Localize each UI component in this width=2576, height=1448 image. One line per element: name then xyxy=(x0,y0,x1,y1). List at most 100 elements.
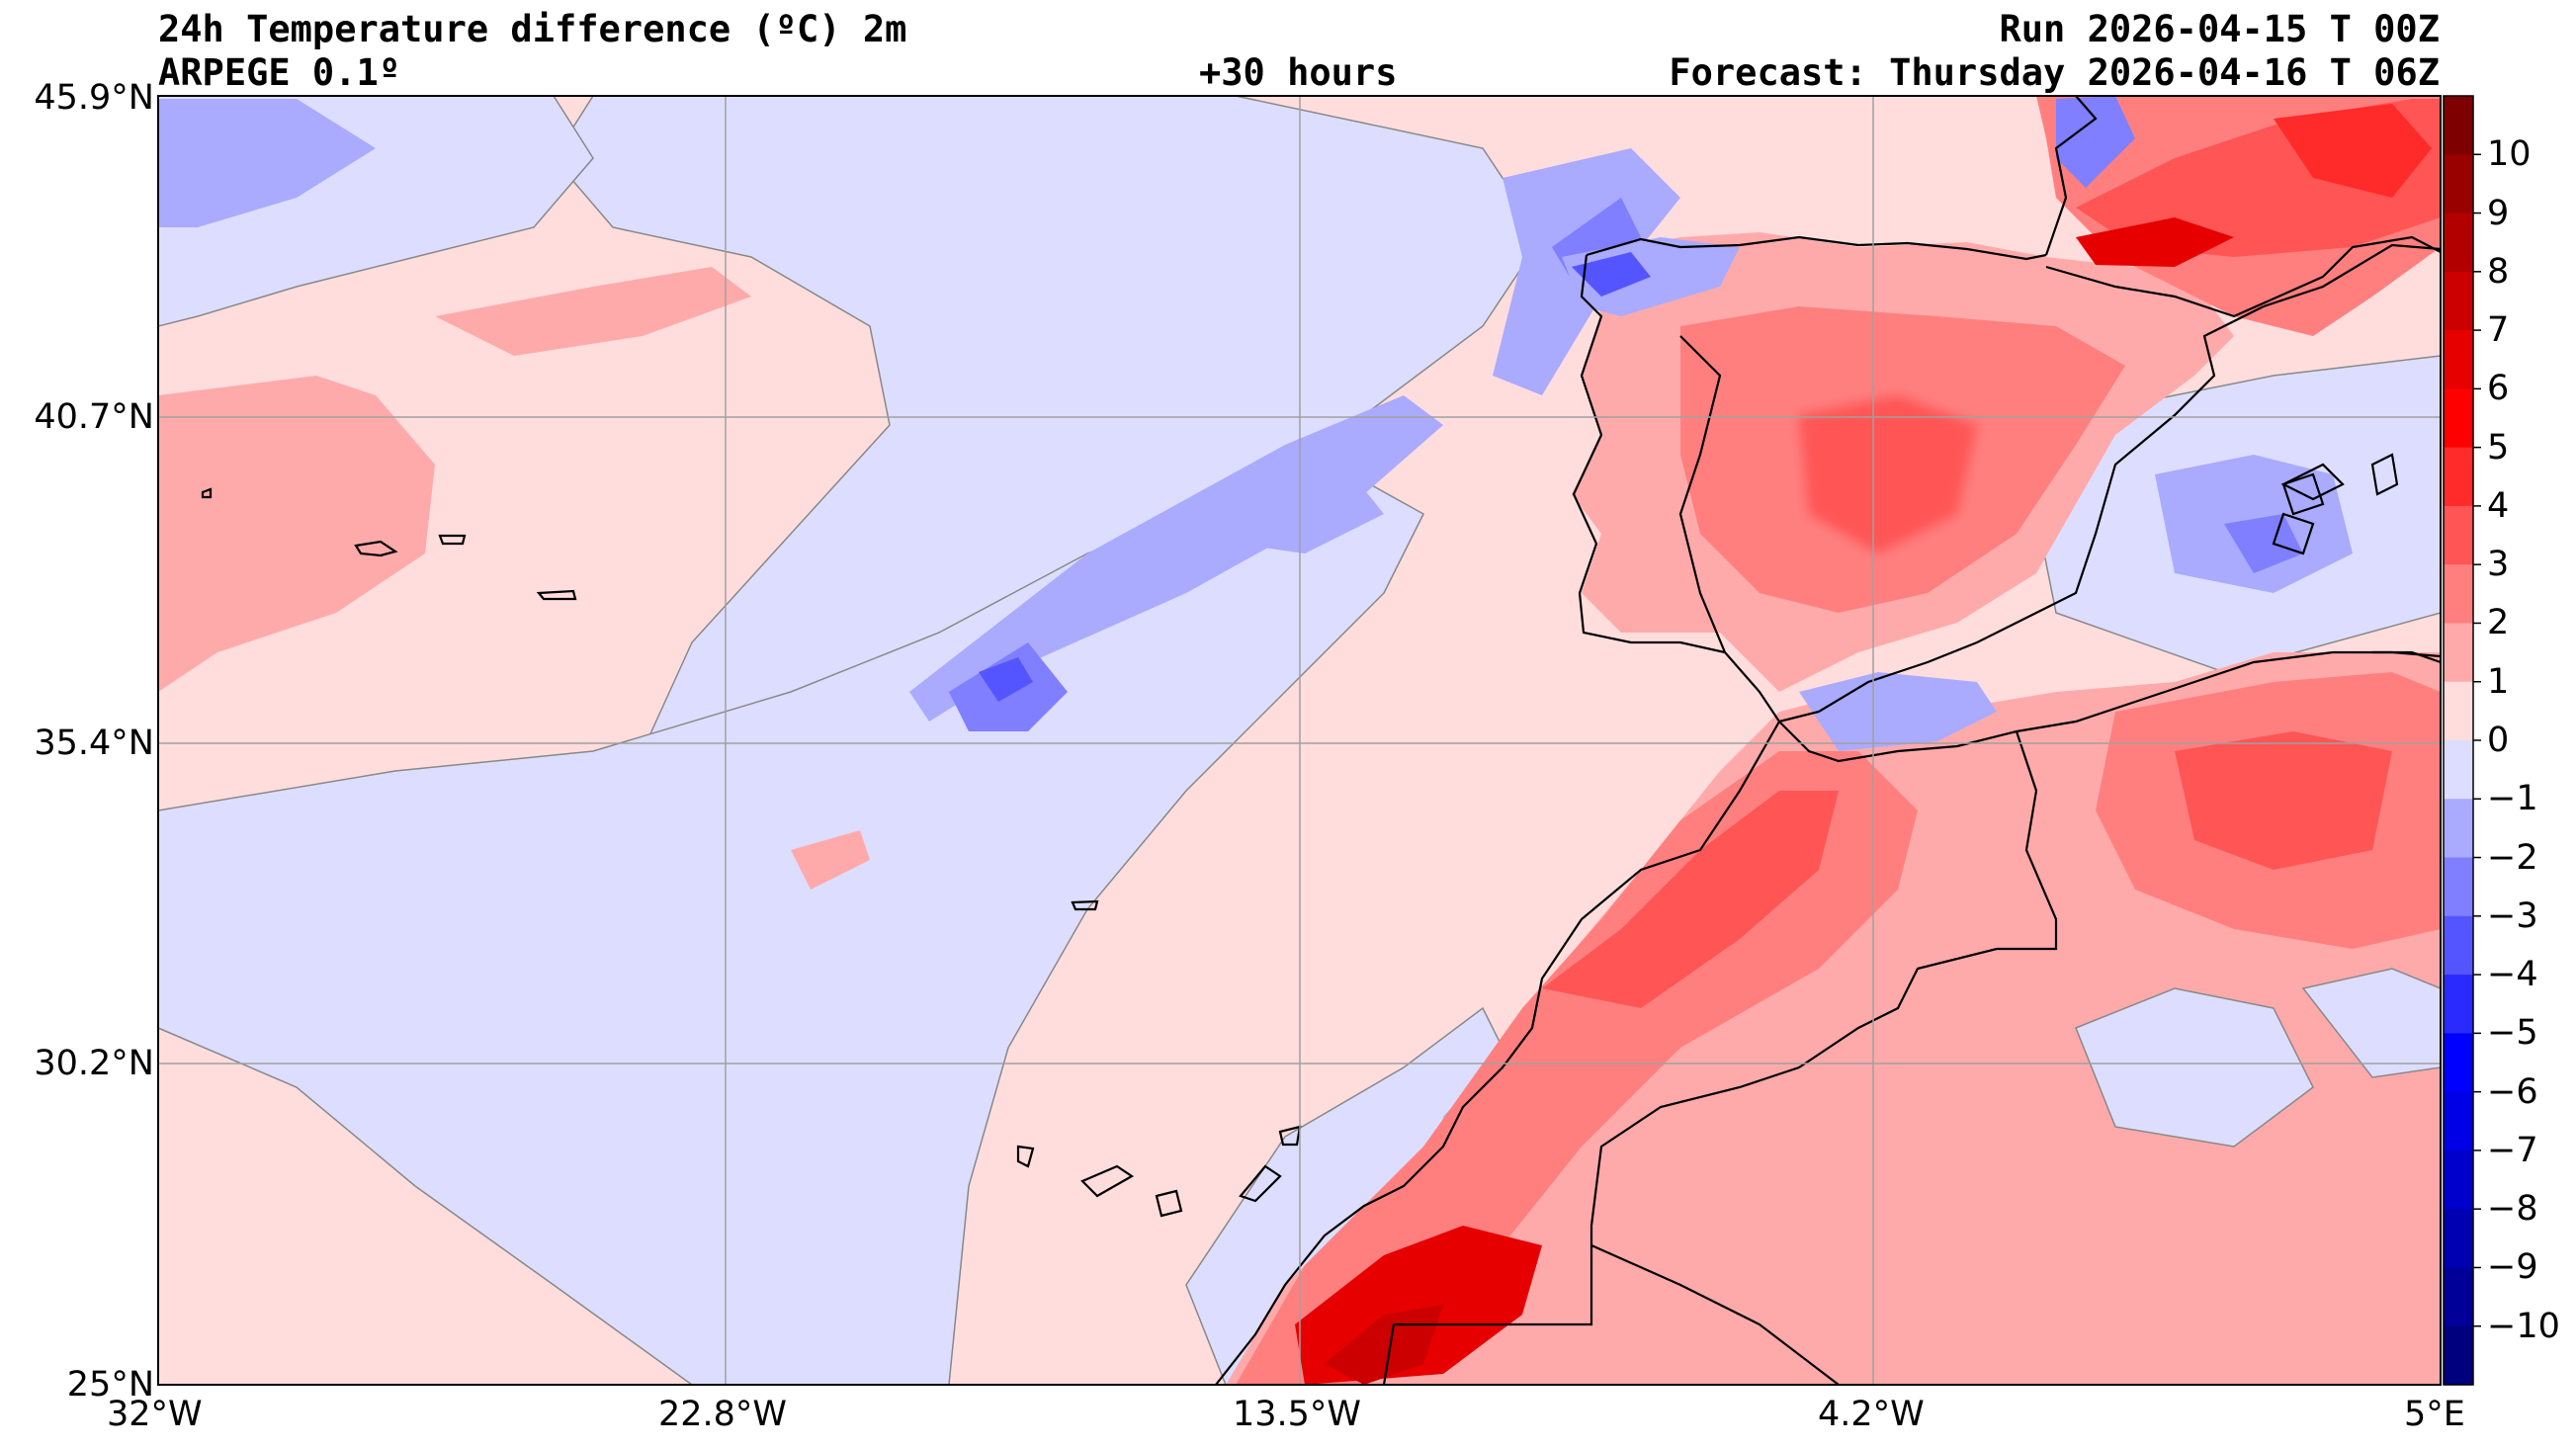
colorbar-tick-label: 0 xyxy=(2487,721,2510,760)
biscay-cool-core xyxy=(1572,252,1651,297)
azores-3 xyxy=(438,534,467,546)
colorbar-cell xyxy=(2444,213,2473,273)
colorbar-cell xyxy=(2444,388,2473,449)
lat-tick-45.9: 45.9°N xyxy=(34,78,154,118)
azores-2 xyxy=(354,540,398,557)
france-coast xyxy=(2044,95,2098,256)
colorbar-tick-label: −2 xyxy=(2487,837,2538,878)
colorbar-tick-label: 9 xyxy=(2487,193,2510,233)
colorbar-cell xyxy=(2444,447,2473,507)
azores-1 xyxy=(201,487,213,499)
colorbar-tick-label: 4 xyxy=(2487,485,2510,526)
plot-frame xyxy=(157,95,2442,1386)
colorbar-cell xyxy=(2444,564,2473,624)
colorbar-cell xyxy=(2444,681,2473,741)
lon-tick-13.5w: 13.5°W xyxy=(1233,1395,1362,1434)
colorbar-cell xyxy=(2444,975,2473,1034)
colorbar-tick-label: −6 xyxy=(2487,1071,2538,1112)
colorbar-tick-label: 1 xyxy=(2487,661,2510,702)
colorbar-tick-label: −3 xyxy=(2487,895,2538,936)
corsica-island xyxy=(2281,472,2325,516)
canary-1 xyxy=(1016,1145,1035,1168)
warm-patch-small xyxy=(791,830,870,890)
colorbar-tick-label: 7 xyxy=(2487,310,2510,351)
lead-time-label: +30 hours xyxy=(1199,51,1398,94)
tunisia-coast xyxy=(2372,650,2442,664)
colorbar-tick-label: 2 xyxy=(2487,603,2510,643)
colorbar-tick-label: 8 xyxy=(2487,251,2510,292)
pyrenees-border xyxy=(2045,235,2442,318)
canary-5 xyxy=(1278,1125,1302,1147)
canary-2 xyxy=(1080,1164,1135,1198)
run-label: Run 2026-04-15 T 00Z xyxy=(1999,8,2440,50)
lat-tick-30.2: 30.2°N xyxy=(34,1044,154,1083)
france-hot-core xyxy=(2076,217,2234,267)
colorbar-tick-label: −9 xyxy=(2487,1247,2538,1288)
ocean-cooling-southwest xyxy=(158,464,1424,1385)
portugal-border xyxy=(1678,335,1727,653)
warm-streak-north xyxy=(435,267,751,356)
colorbar-cell xyxy=(2444,154,2473,214)
lon-tick-5e: 5°E xyxy=(2404,1395,2465,1434)
colorbar-tick-label: 3 xyxy=(2487,545,2510,585)
colorbar-tick-label: −5 xyxy=(2487,1013,2538,1054)
iberia-coast xyxy=(1572,235,2442,724)
colorbar-cell xyxy=(2444,623,2473,683)
colorbar-cell xyxy=(2444,505,2473,565)
colorbar-cell xyxy=(2444,1033,2473,1093)
algeria-cool-patch xyxy=(2075,987,2314,1148)
colorbar-cell xyxy=(2444,271,2473,331)
colorbar-cell xyxy=(2444,1150,2473,1210)
france-hot-core-2 xyxy=(2274,104,2432,198)
lon-tick-22.8w: 22.8°W xyxy=(658,1395,788,1434)
colorbar-tick-label: 5 xyxy=(2487,427,2510,468)
canary-4 xyxy=(1239,1164,1282,1203)
iberia-warm-core xyxy=(1799,395,1977,554)
colorbar-cell xyxy=(2444,740,2473,800)
colorbar-cell xyxy=(2444,1325,2473,1386)
mediterranean-cool-gulf xyxy=(1799,672,1997,751)
mallorca-island xyxy=(2280,463,2345,501)
colorbar-tick-label: −4 xyxy=(2487,955,2538,995)
sardinia-island xyxy=(2272,512,2315,555)
colorbar-tick-label: −1 xyxy=(2487,779,2538,819)
canary-3 xyxy=(1155,1189,1183,1218)
azores-4 xyxy=(536,589,577,601)
colorbar-cell xyxy=(2444,857,2473,917)
north-africa-coast xyxy=(1778,650,2442,763)
warm-patch-azores xyxy=(158,376,435,692)
colorbar-cell xyxy=(2444,1209,2473,1268)
colorbar-tick-label: −7 xyxy=(2487,1130,2538,1170)
lat-tick-35.4: 35.4°N xyxy=(34,724,154,763)
algeria-warm-core xyxy=(2175,731,2392,870)
forecast-label: Forecast: Thursday 2026-04-16 T 06Z xyxy=(1669,51,2440,94)
colorbar-cell xyxy=(2444,330,2473,389)
corsica-top xyxy=(2370,453,2399,496)
gridlines xyxy=(158,96,2441,1385)
lon-tick-4.2w: 4.2°W xyxy=(1818,1395,1925,1434)
colorbar-cell xyxy=(2444,915,2473,976)
cooling-core xyxy=(979,657,1033,702)
colorbar-cell xyxy=(2444,1091,2473,1151)
coastlines xyxy=(201,95,2442,1386)
lon-tick-32w: 32°W xyxy=(107,1395,203,1434)
colorbar-cell xyxy=(2444,1267,2473,1327)
mauritania-border xyxy=(1590,1243,1840,1386)
morocco-algeria-border xyxy=(1382,730,2058,1386)
balearic-cool-core xyxy=(2224,514,2303,573)
colorbar-tick-label: 6 xyxy=(2487,369,2510,409)
colorbar-tick-label: −8 xyxy=(2487,1189,2538,1230)
colorbar-cell xyxy=(2444,799,2473,859)
colorbar-tick-label: 10 xyxy=(2487,134,2532,175)
morocco-atlantic-coast xyxy=(1215,721,1780,1386)
madeira xyxy=(1071,899,1099,911)
cooling-west-patch xyxy=(158,99,376,227)
algeria-cool-patch-2 xyxy=(2301,968,2441,1078)
cooling-mid-patch xyxy=(1236,465,1384,554)
channel-cool xyxy=(2056,96,2135,188)
colorbar-cell xyxy=(2444,96,2473,155)
colorbar-tick-label: −10 xyxy=(2487,1306,2560,1346)
colorbar xyxy=(2443,95,2481,1386)
morocco-hot-band xyxy=(1542,791,1839,1008)
